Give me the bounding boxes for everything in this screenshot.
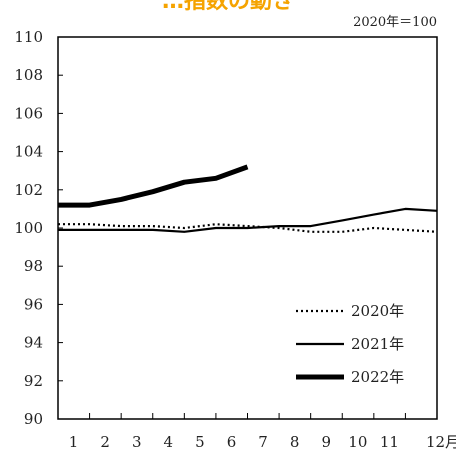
legend-label-2: 2022年	[351, 368, 404, 386]
y-tick-label: 104	[14, 143, 43, 161]
y-tick-label: 98	[24, 257, 43, 275]
x-tick-label: 12月	[426, 433, 456, 450]
x-axis: 1 2 3 4 5 6 7 8 9 10 11 12月	[69, 413, 456, 450]
series-line-2	[58, 164, 249, 208]
series-lines	[58, 164, 438, 233]
legend-label-0: 2020年	[351, 302, 404, 320]
x-tick-label: 7	[258, 433, 268, 450]
x-tick-label: 9	[321, 433, 331, 450]
x-tick-label: 5	[195, 433, 205, 450]
y-tick-label: 110	[14, 28, 43, 46]
x-tick-label: 2	[100, 433, 110, 450]
legend: 2020年 2021年 2022年	[296, 302, 404, 386]
chart-title: …指数の動き	[162, 0, 294, 14]
series-line-1	[58, 207, 438, 233]
y-tick-label: 96	[24, 295, 43, 313]
y-axis: 90 92 94 96 98 100 102 104 106 108 110	[14, 28, 63, 428]
y-tick-label: 102	[14, 181, 43, 199]
legend-label-1: 2021年	[351, 335, 404, 353]
x-tick-label: 8	[290, 433, 300, 450]
x-tick-label: 3	[132, 433, 142, 450]
series-line-0	[58, 223, 438, 233]
unit-note: 2020年＝100	[353, 15, 437, 30]
y-tick-label: 90	[24, 410, 43, 428]
x-tick-label: 11	[380, 433, 399, 450]
x-tick-label: 4	[164, 433, 174, 450]
x-tick-label: 10	[348, 433, 367, 450]
x-tick-label: 1	[69, 433, 79, 450]
x-tick-label: 6	[227, 433, 237, 450]
y-tick-label: 100	[14, 219, 43, 237]
y-tick-label: 94	[24, 334, 43, 352]
y-tick-label: 106	[14, 104, 43, 122]
y-tick-label: 108	[14, 66, 43, 84]
y-tick-label: 92	[24, 372, 43, 390]
